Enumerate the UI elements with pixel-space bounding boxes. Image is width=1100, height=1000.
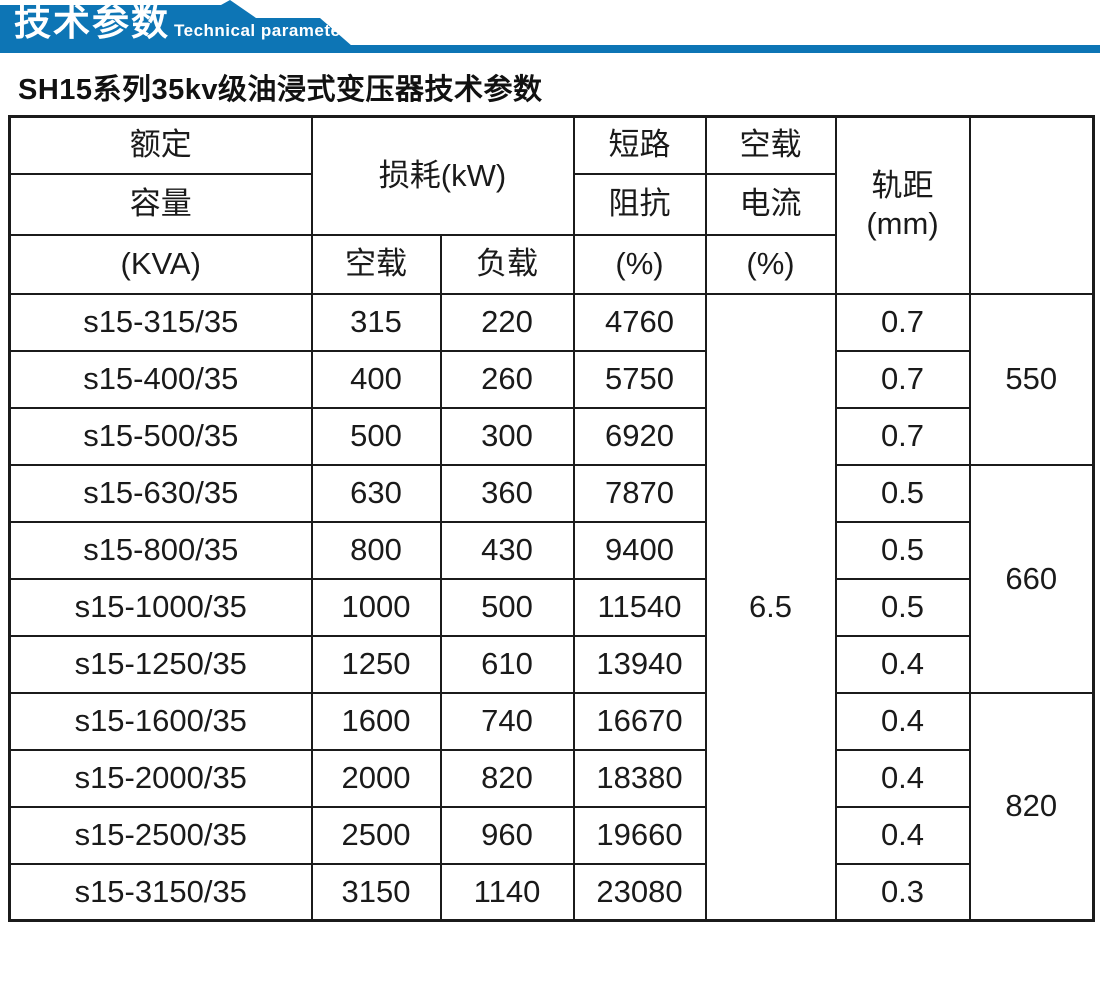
table-row: s15-2500/35 2500 960 19660 0.4 (8, 805, 1094, 865)
header-gauge-line1: 轨距 (871, 167, 934, 203)
cell-no-load-loss: 2500 (310, 805, 442, 865)
cell-model: s15-400/35 (8, 349, 313, 409)
header-row-2: 容量 阻抗 电流 (8, 172, 1094, 236)
header-rated-line3: (KVA) (8, 233, 313, 295)
cell-gauge: 0.4 (834, 748, 971, 808)
cell-no-load-loss: 500 (310, 406, 442, 466)
cell-gauge: 0.3 (834, 862, 971, 922)
cell-gauge: 0.7 (834, 406, 971, 466)
cell-no-load-loss: 1600 (310, 691, 442, 751)
banner-title-en: Technical parameter (174, 21, 348, 40)
cell-impedance: 4760 (572, 292, 707, 352)
cell-model: s15-1000/35 (8, 577, 313, 637)
table-row: s15-3150/35 3150 1140 23080 0.3 (8, 862, 1094, 922)
cell-model: s15-315/35 (8, 292, 313, 352)
cell-no-load-loss: 315 (310, 292, 442, 352)
cell-gauge: 0.5 (834, 463, 971, 523)
cell-load-loss: 360 (439, 463, 575, 523)
cell-no-load-loss: 2000 (310, 748, 442, 808)
cell-group-660: 660 (968, 463, 1095, 694)
cell-impedance: 19660 (572, 805, 707, 865)
cell-impedance: 16670 (572, 691, 707, 751)
header-no-load-current-line2: 电流 (704, 172, 837, 236)
header-short-circuit-line2: 阻抗 (572, 172, 707, 236)
header-short-circuit-line1: 短路 (572, 115, 707, 175)
banner-title-cn: 技术参数 (14, 2, 170, 43)
cell-group-550: 550 (968, 292, 1095, 466)
cell-group-820: 820 (968, 691, 1095, 922)
header-loss-group: 损耗(kW) (310, 115, 575, 236)
cell-gauge: 0.5 (834, 577, 971, 637)
cell-load-loss: 300 (439, 406, 575, 466)
header-row-1: 额定 损耗(kW) 短路 空载 轨距 (mm) (8, 115, 1095, 295)
cell-impedance: 5750 (572, 349, 707, 409)
header-no-load-current-line3: (%) (704, 233, 837, 295)
header-spare-column (968, 115, 1095, 295)
header-gauge: 轨距 (mm) (834, 115, 971, 295)
cell-no-load-loss: 800 (310, 520, 442, 580)
cell-model: s15-800/35 (8, 520, 313, 580)
cell-model: s15-1250/35 (8, 634, 313, 694)
header-short-circuit-line3: (%) (572, 233, 707, 295)
header-gauge-line2: (mm) (866, 206, 939, 242)
header-loss-no-load: 空载 (310, 233, 442, 295)
spec-table: 额定 损耗(kW) 短路 空载 轨距 (mm) 容量 阻抗 电流 (KVA) 空… (8, 115, 1095, 922)
cell-load-loss: 960 (439, 805, 575, 865)
cell-load-loss: 430 (439, 520, 575, 580)
table-row: s15-630/35 630 360 7870 0.5 660 (8, 463, 1095, 694)
table-row: s15-800/35 800 430 9400 0.5 (8, 520, 1094, 580)
header-row-3: (KVA) 空载 负载 (%) (%) (8, 233, 1094, 295)
header-rated-line1: 额定 (8, 115, 313, 175)
table-row: s15-315/35 315 220 4760 6.5 0.7 550 (8, 292, 1095, 922)
banner-ribbon-shape (0, 0, 1100, 53)
cell-impedance: 23080 (572, 862, 707, 922)
cell-no-load-loss: 1250 (310, 634, 442, 694)
cell-model: s15-3150/35 (8, 862, 313, 922)
table-row: s15-1250/35 1250 610 13940 0.4 (8, 634, 1094, 694)
cell-model: s15-2500/35 (8, 805, 313, 865)
cell-model: s15-1600/35 (8, 691, 313, 751)
cell-gauge: 0.4 (834, 634, 971, 694)
cell-gauge: 0.4 (834, 805, 971, 865)
table-row: s15-1000/35 1000 500 11540 0.5 (8, 577, 1094, 637)
cell-model: s15-500/35 (8, 406, 313, 466)
cell-load-loss: 740 (439, 691, 575, 751)
cell-no-load-loss: 1000 (310, 577, 442, 637)
cell-impedance: 7870 (572, 463, 707, 523)
table-row: s15-500/35 500 300 6920 0.7 (8, 406, 1094, 466)
cell-gauge: 0.7 (834, 292, 971, 352)
header-rated-line2: 容量 (8, 172, 313, 236)
cell-no-load-loss: 630 (310, 463, 442, 523)
cell-impedance: 13940 (572, 634, 707, 694)
cell-gauge: 0.4 (834, 691, 971, 751)
header-loss-load: 负载 (439, 233, 575, 295)
cell-load-loss: 260 (439, 349, 575, 409)
cell-model: s15-630/35 (8, 463, 313, 523)
table-row: s15-1600/35 1600 740 16670 0.4 820 (8, 691, 1095, 922)
cell-impedance: 9400 (572, 520, 707, 580)
table-row: s15-400/35 400 260 5750 0.7 (8, 349, 1094, 409)
cell-impedance: 11540 (572, 577, 707, 637)
cell-load-loss: 500 (439, 577, 575, 637)
cell-no-load-loss: 3150 (310, 862, 442, 922)
cell-load-loss: 820 (439, 748, 575, 808)
cell-load-loss: 610 (439, 634, 575, 694)
header-no-load-current-line1: 空载 (704, 115, 837, 175)
cell-gauge: 0.7 (834, 349, 971, 409)
cell-model: s15-2000/35 (8, 748, 313, 808)
cell-gauge: 0.5 (834, 520, 971, 580)
section-banner: 技术参数 Technical parameter (0, 0, 1100, 54)
cell-impedance: 6920 (572, 406, 707, 466)
cell-impedance: 18380 (572, 748, 707, 808)
cell-load-loss: 1140 (439, 862, 575, 922)
cell-load-loss: 220 (439, 292, 575, 352)
section-title: SH15系列35kv级油浸式变压器技术参数 (18, 74, 543, 106)
table-row: s15-2000/35 2000 820 18380 0.4 (8, 748, 1094, 808)
cell-no-load-current-merged: 6.5 (704, 292, 837, 922)
cell-no-load-loss: 400 (310, 349, 442, 409)
